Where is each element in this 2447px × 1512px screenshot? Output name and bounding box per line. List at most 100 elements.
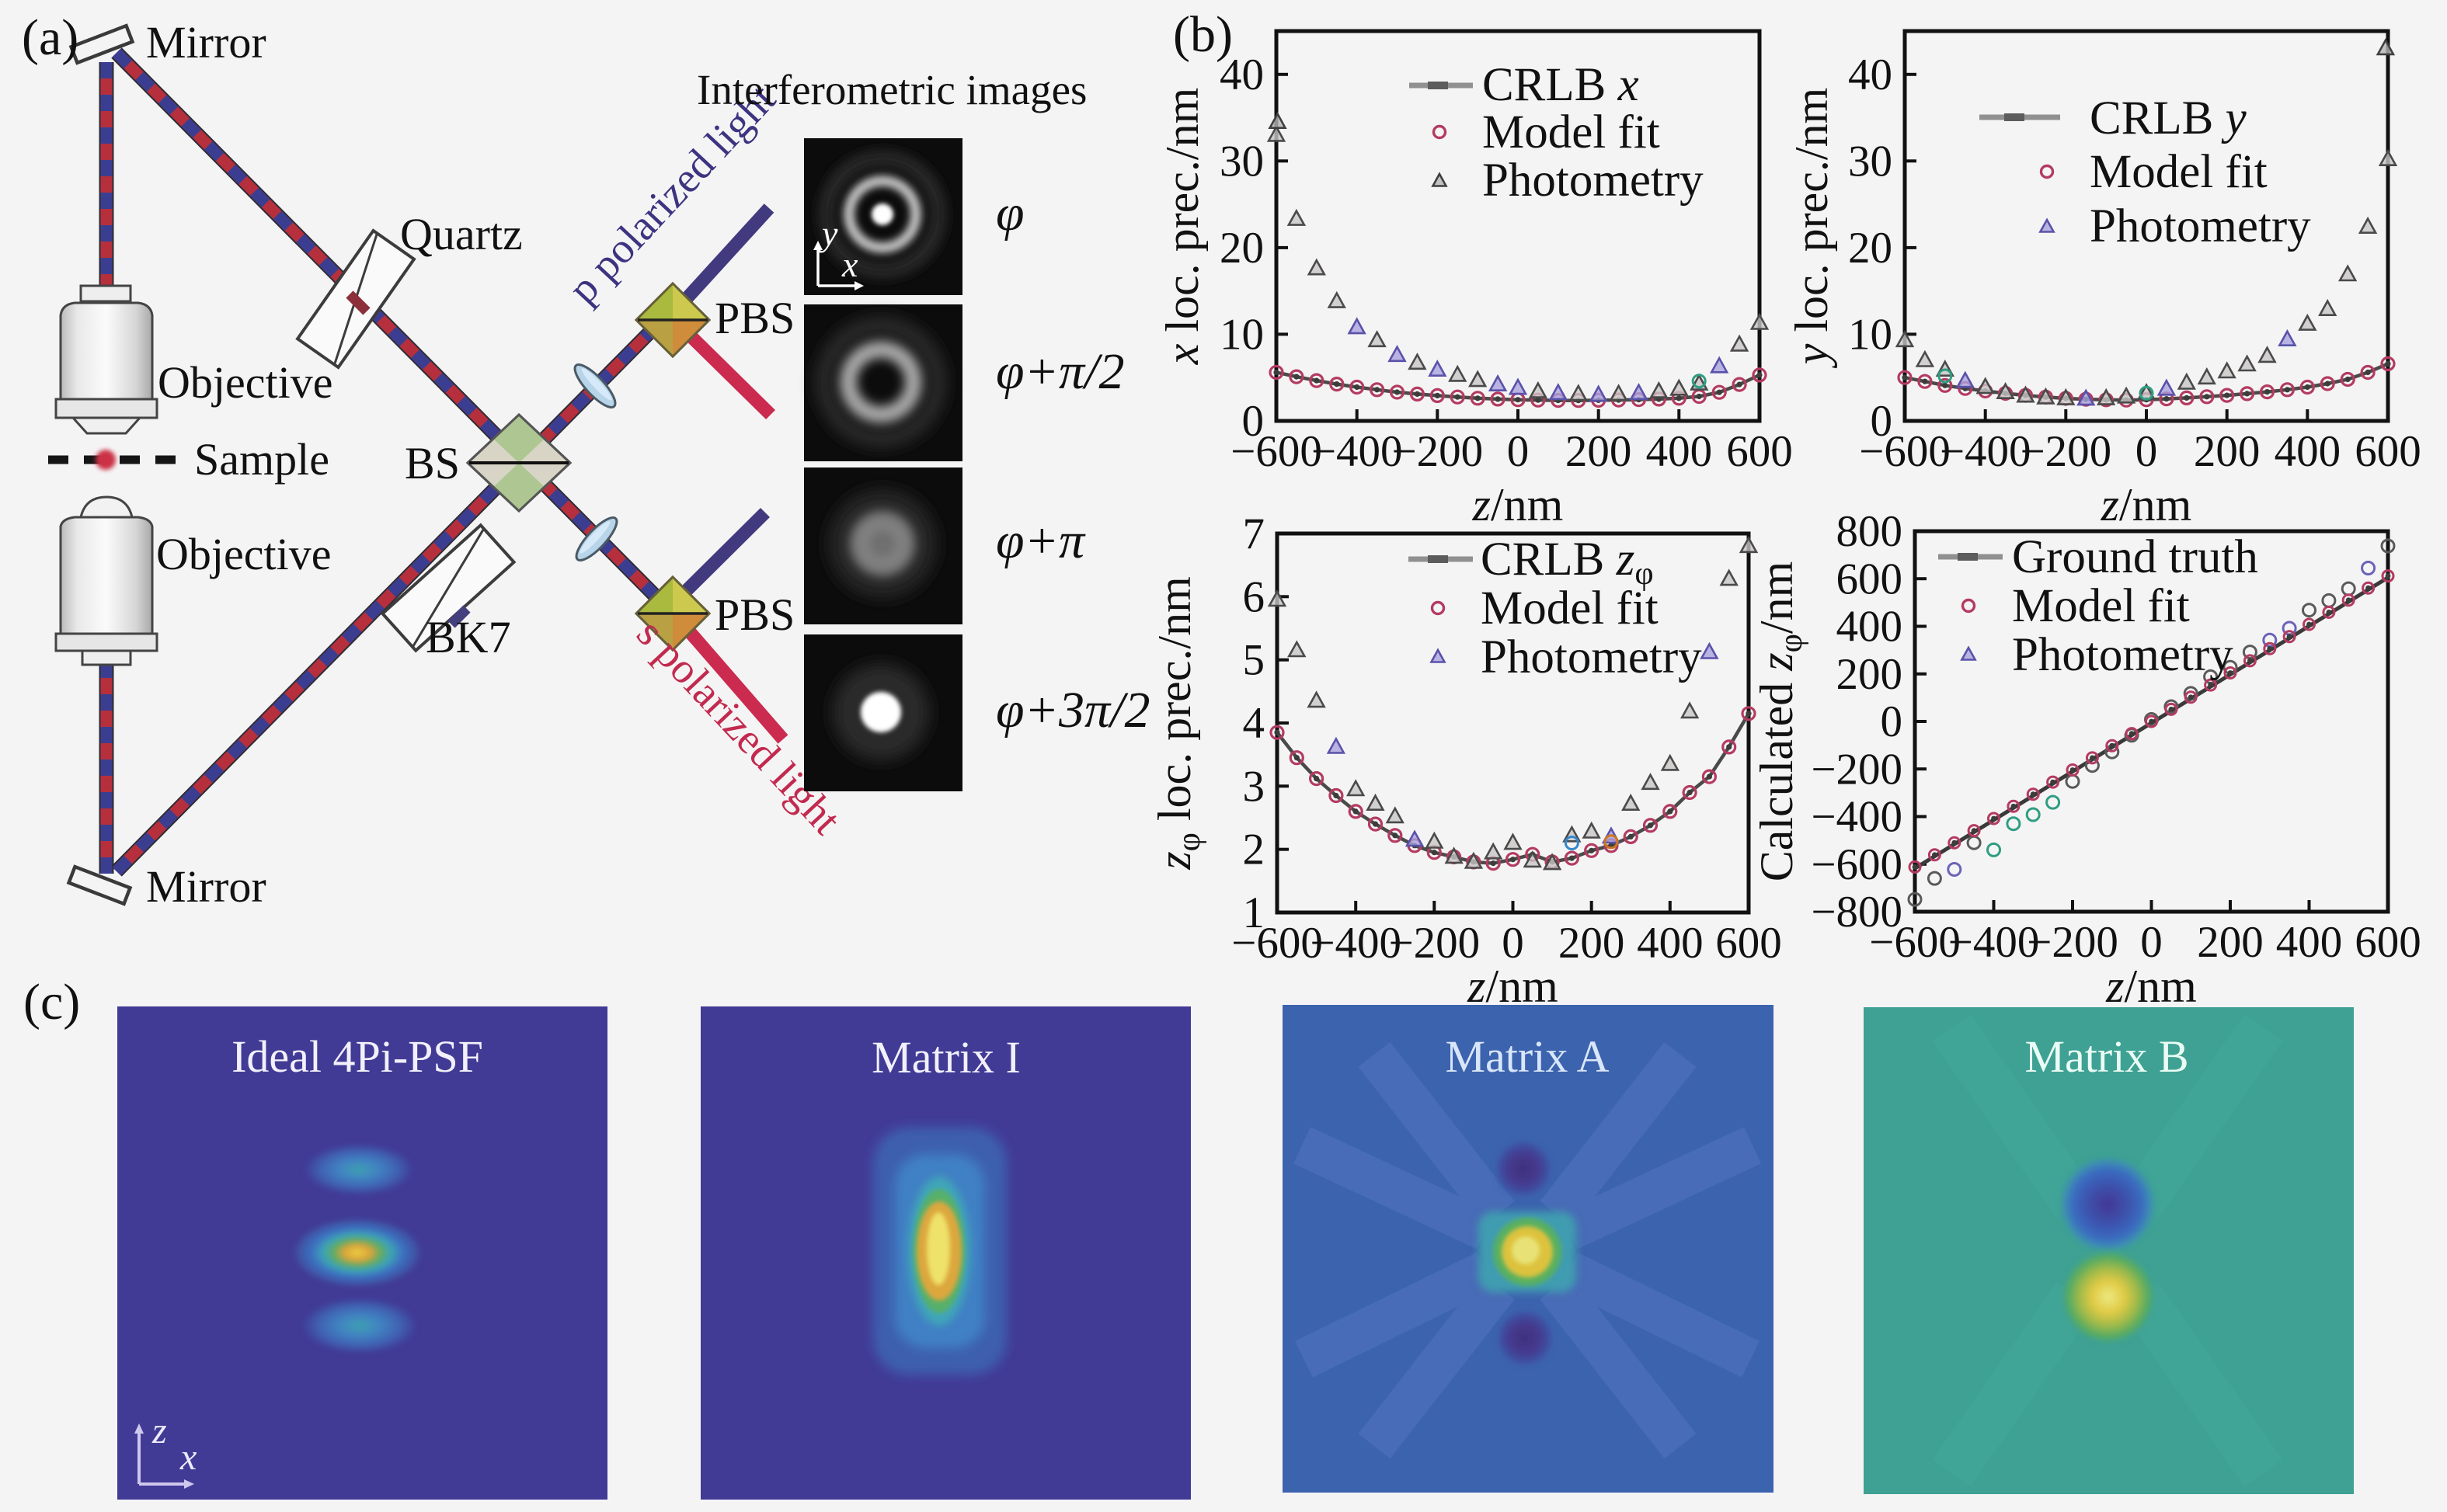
svg-text:0: 0 (2135, 427, 2158, 476)
svg-text:zφ loc. prec./nm: zφ loc. prec./nm (1149, 576, 1207, 871)
svg-text:0: 0 (1502, 919, 1524, 968)
svg-text:(c): (c) (23, 974, 80, 1031)
svg-text:−200: −200 (2027, 918, 2118, 967)
svg-text:Matrix A: Matrix A (1445, 1031, 1609, 1082)
svg-text:φ: φ (996, 185, 1025, 242)
svg-text:z/nm: z/nm (2101, 479, 2192, 530)
svg-text:−800: −800 (1811, 888, 1902, 937)
svg-text:600: 600 (1836, 554, 1903, 603)
svg-text:Ground truth: Ground truth (2012, 531, 2258, 583)
svg-text:z/nm: z/nm (1467, 961, 1558, 1012)
svg-text:y loc. prec./nm: y loc. prec./nm (1786, 88, 1837, 370)
svg-text:φ+π/2: φ+π/2 (996, 343, 1124, 400)
svg-text:CRLB zφ: CRLB zφ (1481, 534, 1654, 592)
svg-text:Model fit: Model fit (2090, 146, 2268, 198)
svg-text:Photometry: Photometry (2090, 200, 2311, 252)
svg-text:800: 800 (1836, 507, 1903, 556)
svg-text:20: 20 (1848, 224, 1892, 273)
svg-text:Ideal 4Pi-PSF: Ideal 4Pi-PSF (231, 1031, 483, 1082)
svg-text:20: 20 (1220, 224, 1264, 273)
svg-text:−400: −400 (1948, 918, 2040, 967)
svg-text:4: 4 (1243, 699, 1265, 748)
svg-text:PBS: PBS (715, 293, 795, 343)
svg-text:200: 200 (1558, 919, 1625, 968)
svg-text:PBS: PBS (715, 589, 795, 640)
svg-text:z/nm: z/nm (1472, 479, 1564, 530)
svg-text:30: 30 (1848, 137, 1892, 186)
svg-text:z: z (151, 1410, 167, 1451)
svg-text:400: 400 (1637, 919, 1704, 968)
svg-text:6: 6 (1243, 572, 1265, 621)
svg-text:BS: BS (405, 438, 460, 488)
svg-text:400: 400 (1836, 603, 1903, 652)
svg-text:z/nm: z/nm (2105, 961, 2197, 1012)
svg-text:400: 400 (2276, 918, 2343, 967)
svg-text:CRLB y: CRLB y (2090, 92, 2247, 144)
svg-text:Model fit: Model fit (2012, 580, 2190, 632)
svg-text:−200: −200 (1811, 745, 1902, 794)
svg-text:−400: −400 (1940, 427, 2031, 476)
svg-text:200: 200 (1565, 427, 1632, 476)
svg-text:x: x (841, 245, 858, 284)
svg-text:−600: −600 (1859, 427, 1951, 476)
svg-text:Mirror: Mirror (146, 861, 266, 912)
svg-text:−600: −600 (1231, 919, 1323, 968)
svg-text:Objective: Objective (156, 529, 331, 579)
svg-text:−600: −600 (1869, 918, 1961, 967)
svg-text:−400: −400 (1311, 427, 1403, 476)
svg-text:−600: −600 (1811, 840, 1902, 889)
svg-text:Photometry: Photometry (1481, 631, 1702, 683)
svg-text:0: 0 (1242, 397, 1265, 446)
svg-text:−400: −400 (1310, 919, 1401, 968)
svg-text:2: 2 (1243, 826, 1265, 874)
svg-text:−200: −200 (1392, 427, 1484, 476)
svg-text:−200: −200 (2021, 427, 2112, 476)
svg-text:400: 400 (2275, 427, 2341, 476)
svg-text:BK7: BK7 (426, 612, 511, 662)
svg-text:φ+π: φ+π (996, 513, 1086, 569)
svg-text:3: 3 (1243, 762, 1265, 811)
svg-text:−600: −600 (1230, 427, 1322, 476)
svg-text:200: 200 (1836, 650, 1903, 699)
svg-text:0: 0 (1871, 397, 1893, 446)
svg-text:CRLB x: CRLB x (1482, 59, 1639, 111)
svg-text:Quartz: Quartz (400, 209, 523, 259)
svg-text:Interferometric images: Interferometric images (697, 66, 1087, 113)
svg-text:200: 200 (2197, 918, 2264, 967)
svg-text:30: 30 (1220, 137, 1264, 186)
svg-text:Sample: Sample (194, 434, 329, 485)
svg-text:Model fit: Model fit (1481, 582, 1659, 634)
svg-text:1: 1 (1243, 888, 1265, 937)
svg-text:600: 600 (2355, 918, 2421, 967)
svg-text:5: 5 (1243, 636, 1265, 685)
svg-text:Objective: Objective (158, 357, 332, 408)
svg-text:−200: −200 (1389, 919, 1481, 968)
svg-text:40: 40 (1220, 50, 1264, 99)
svg-text:(b): (b) (1173, 6, 1233, 63)
svg-text:7: 7 (1243, 509, 1265, 558)
svg-text:φ+3π/2: φ+3π/2 (996, 682, 1150, 739)
svg-text:Photometry: Photometry (1482, 155, 1704, 207)
svg-text:600: 600 (1715, 919, 1782, 968)
svg-text:400: 400 (1646, 427, 1713, 476)
svg-text:0: 0 (1507, 427, 1530, 476)
svg-text:200: 200 (2194, 427, 2261, 476)
svg-text:10: 10 (1220, 310, 1264, 359)
svg-text:Mirror: Mirror (146, 17, 266, 68)
svg-text:Matrix B: Matrix B (2024, 1031, 2188, 1082)
svg-text:−400: −400 (1811, 793, 1902, 842)
svg-text:(a): (a) (22, 9, 78, 66)
svg-text:600: 600 (1726, 427, 1793, 476)
svg-text:0: 0 (2140, 918, 2163, 967)
svg-text:x loc. prec./nm: x loc. prec./nm (1157, 88, 1208, 366)
svg-text:x: x (179, 1437, 197, 1478)
svg-text:Photometry: Photometry (2012, 629, 2233, 681)
svg-text:Model fit: Model fit (1482, 106, 1660, 158)
svg-text:0: 0 (1881, 697, 1903, 746)
svg-text:Calculated zφ/nm: Calculated zφ/nm (1751, 561, 1809, 882)
svg-text:y: y (819, 214, 838, 253)
svg-text:10: 10 (1848, 310, 1892, 359)
svg-text:40: 40 (1848, 50, 1892, 99)
svg-text:Matrix I: Matrix I (872, 1032, 1021, 1083)
svg-text:600: 600 (2355, 427, 2421, 476)
